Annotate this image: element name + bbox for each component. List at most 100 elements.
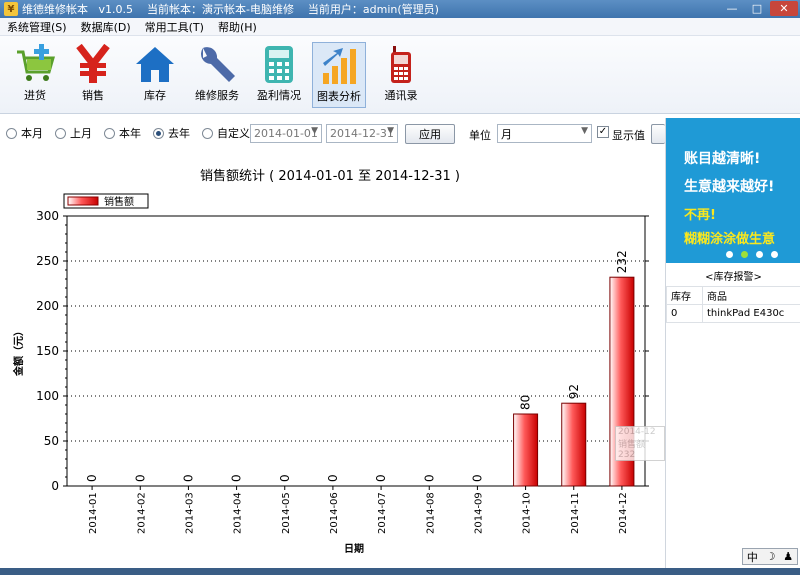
cart-icon [17,44,55,81]
radio-circle [202,127,213,139]
toolbar-inventory-label: 库存 [144,89,166,102]
y-tick-label: 50 [44,434,59,448]
chart-area: 0 50 100 150 200 250 300 0 0 0 0 0 0 0 0 0 80 92 232 2014… [0,148,665,568]
data-label: 0 [326,474,340,482]
window-title: 维德维修帐本 v1.0.5 当前帐本：演示帐本-电脑维修 当前用户：admin(… [22,3,439,16]
data-label: 0 [422,474,436,482]
ime-mode-label: 中 [746,550,758,564]
y-tick-label: 0 [51,479,59,493]
toolbar-sales-label: 销售 [82,89,104,102]
menu-bar: 系统管理(S) 数据库(D) 常用工具(T) 帮助(H) [0,18,800,36]
y-tick-label: 300 [36,209,59,223]
menu-database[interactable]: 数据库(D) [80,20,131,34]
y-tick-label: 250 [36,254,59,268]
ad-banner[interactable]: 账目越清晰! 生意越来越好! 不再! 糊糊涂涂做生意 [666,118,800,263]
start-date-value: 2014-01-01 [254,127,318,140]
data-label: 232 [615,250,629,273]
unit-select[interactable]: 月 ▼ [497,124,592,143]
close-icon[interactable]: ✕ [770,1,798,16]
x-tick-label: 2014-05 [281,492,292,534]
toolbar-purchase-button[interactable]: 进货 [10,42,60,108]
data-label: 92 [567,384,581,399]
toolbar-sales-button[interactable]: 销售 [68,42,118,108]
wrench-icon [201,47,235,82]
dropdown-arrow-icon: ▼ [387,126,394,136]
x-tick-label: 2014-01 [88,492,99,534]
phone-icon [391,46,411,83]
bar-chart-icon [323,48,356,84]
toolbar-inventory-button[interactable]: 库存 [130,42,180,108]
ad-line-1: 账目越清晰! [684,151,761,167]
carousel-dot[interactable] [756,251,763,258]
apply-button[interactable]: 应用 [405,124,455,144]
start-date-picker[interactable]: 2014-01-01 ▼ [250,124,322,143]
radio-label: 去年 [168,127,190,140]
bar[interactable] [561,402,587,487]
x-tick-label: 2014-06 [329,492,340,534]
stock-alert-title: <库存报警> [705,272,762,283]
partial-button[interactable] [651,124,665,144]
unit-label: 单位 [469,129,491,142]
sidebar-panel: 账目越清晰! 生意越来越好! 不再! 糊糊涂涂做生意 <库存报警> 库存 商品 … [665,118,800,568]
end-date-value: 2014-12-31 [330,127,394,140]
toolbar-profit-button[interactable]: 盈利情况 [254,42,304,108]
dropdown-arrow-icon: ▼ [311,126,318,136]
y-tick-label: 150 [36,344,59,358]
yen-icon [76,44,110,83]
y-axis-label: 金额（元） [12,326,25,377]
toolbar-contacts-button[interactable]: 通讯录 [376,42,426,108]
dropdown-arrow-icon: ▼ [581,126,588,136]
y-axis-ticks: 0 50 100 150 200 250 300 [36,209,649,493]
end-date-picker[interactable]: 2014-12-31 ▼ [326,124,398,143]
table-row[interactable]: 0 thinkPad E430c [666,304,800,323]
show-values-checkbox[interactable]: ✓ [597,126,609,138]
toolbar-purchase-label: 进货 [24,89,46,102]
carousel-dot-active[interactable] [741,251,748,258]
house-icon [136,47,174,82]
data-label: 0 [278,474,292,482]
radio-last-month[interactable]: 上月 [55,125,92,141]
taskbar [0,568,800,575]
radio-this-year[interactable]: 本年 [104,125,141,141]
radio-circle [55,127,66,139]
data-label: 0 [85,474,99,482]
radio-circle-selected [153,127,164,139]
column-header: 商品 [702,286,800,305]
data-label: 0 [230,474,244,482]
radio-this-month[interactable]: 本月 [6,125,43,141]
filter-bar: 本月 上月 本年 去年 自定义范围 [0,120,665,146]
menu-system[interactable]: 系统管理(S) [7,20,67,34]
radio-circle [104,127,115,139]
data-label: 0 [181,474,195,482]
x-axis-ticks: 2014-01 2014-02 2014-03 2014-04 2014-05 2014-… [88,486,629,534]
carousel-dot[interactable] [726,251,733,258]
bar-tooltip: 2014-12 销售额 232 [615,426,665,461]
column-header: 库存 [666,286,703,305]
carousel-dot[interactable] [771,251,778,258]
legend-swatch [67,196,99,206]
menu-tools[interactable]: 常用工具(T) [144,20,204,34]
menu-help[interactable]: 帮助(H) [217,20,257,34]
data-label: 0 [133,474,147,482]
x-tick-label: 2014-08 [425,492,436,534]
bar[interactable] [513,413,539,487]
toolbar-chart-button[interactable]: 图表分析 [312,42,366,108]
minimize-icon[interactable]: — [726,2,738,15]
radio-circle [6,127,17,139]
x-tick-label: 2014-09 [473,492,484,534]
maximize-icon[interactable]: □ [751,2,763,15]
gridlines [67,260,645,442]
x-tick-label: 2014-10 [522,492,533,534]
y-tick-label: 100 [36,389,59,403]
y-tick-label: 200 [36,299,59,313]
ime-indicator[interactable]: 中 ☽ ♟ [742,548,798,565]
table-cell: 0 [666,304,703,323]
toolbar-repair-button[interactable]: 维修服务 [192,42,242,108]
ad-line-3: 不再! [684,208,716,223]
data-label: 0 [470,474,484,482]
chart-title: 销售额统计 ( 2014-01-01 至 2014-12-31 ) [200,168,460,184]
toolbar-chart-label: 图表分析 [317,90,361,103]
radio-label: 本月 [21,127,43,140]
radio-last-year[interactable]: 去年 [153,125,190,141]
table-cell: thinkPad E430c [702,304,800,323]
